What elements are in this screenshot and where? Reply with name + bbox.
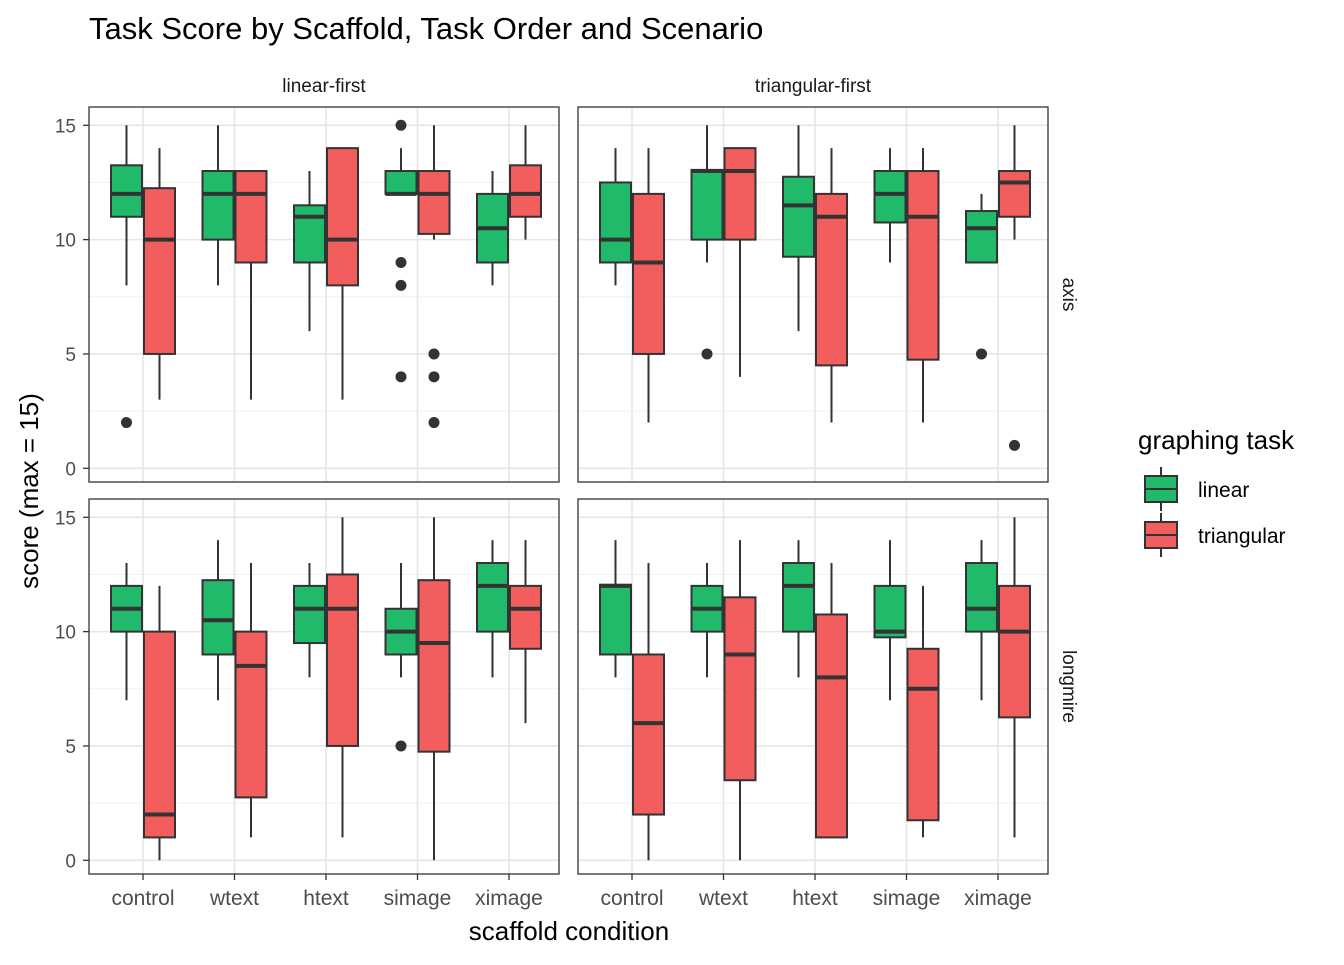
x-axis-label: scaffold condition [469,916,669,946]
box-triangular-control [632,192,665,355]
x-tick-label: simage [873,887,941,910]
box-linear-simage [384,170,418,195]
panel-border [88,498,560,875]
box-triangular-ximage [509,164,542,218]
outlier-point [701,348,713,360]
y-tick-label: 10 [55,623,76,644]
outlier-point [976,348,987,360]
box-linear-ximage [476,562,509,633]
box-linear-ximage [965,562,998,633]
legend-label-triangular: triangular [1198,525,1286,548]
box-linear-control [599,181,632,264]
outlier-point [395,119,407,131]
box-linear-simage [873,170,907,224]
box-triangular-simage [906,647,940,822]
box-triangular-ximage [998,170,1031,218]
legend-label-linear: linear [1198,479,1249,502]
facet-row-label: longmire [1058,650,1079,723]
outlier-point [1009,439,1020,451]
y-tick-label: 5 [65,737,76,758]
outlier-point [395,740,407,752]
box-triangular-htext [326,573,359,747]
box-linear-htext [293,584,326,645]
box-triangular-simage [417,579,451,753]
outlier-point [121,417,132,429]
box-triangular-wtext [723,147,757,241]
y-tick-label: 15 [55,508,76,529]
outlier-point [395,371,407,383]
box-triangular-wtext [234,630,268,799]
box-linear-simage [873,584,907,639]
x-tick-label: ximage [475,887,543,910]
facet-row-label: axis [1058,278,1079,312]
outlier-point [395,256,407,268]
x-tick-label: ximage [964,887,1032,910]
box-triangular-htext [326,147,359,287]
box-triangular-control [143,630,176,839]
box-triangular-wtext [234,170,268,264]
panel-border [577,106,1049,483]
box-linear-ximage [965,210,998,264]
box-linear-htext [293,204,326,264]
box-triangular-wtext [723,596,757,782]
y-tick-label: 0 [65,459,76,480]
box-linear-wtext [201,579,235,656]
box-linear-wtext [201,170,235,241]
panel-border [88,106,560,483]
box-linear-control [110,164,143,218]
box-triangular-htext [815,192,848,367]
outlier-point [428,417,440,429]
facet-column-label: linear-first [282,76,366,97]
x-tick-label: wtext [698,887,748,910]
box-triangular-htext [815,613,848,839]
box-linear-wtext [690,168,724,241]
outlier-point [428,371,440,383]
x-tick-label: control [600,887,663,910]
x-tick-label: htext [303,887,349,910]
box-triangular-control [143,187,176,355]
y-axis-label: score (max = 15) [14,393,44,589]
box-linear-control [599,583,632,656]
y-tick-label: 5 [65,345,76,366]
y-tick-label: 15 [55,116,76,137]
outlier-point [428,348,440,360]
box-triangular-ximage [509,584,542,650]
x-tick-label: htext [792,887,838,910]
legend-title: graphing task [1138,425,1295,455]
box-triangular-control [632,653,665,816]
outlier-point [395,279,407,291]
box-triangular-simage [417,170,451,235]
x-tick-label: simage [384,887,452,910]
chart-title: Task Score by Scaffold, Task Order and S… [89,11,763,46]
y-tick-label: 10 [55,231,76,252]
x-tick-label: control [111,887,174,910]
y-tick-label: 0 [65,851,76,872]
panel-border [577,498,1049,875]
facet-column-label: triangular-first [755,76,872,97]
box-triangular-simage [906,170,940,361]
box-linear-htext [782,175,815,258]
box-linear-htext [782,562,815,633]
x-tick-label: wtext [209,887,259,910]
box-triangular-ximage [998,584,1031,719]
